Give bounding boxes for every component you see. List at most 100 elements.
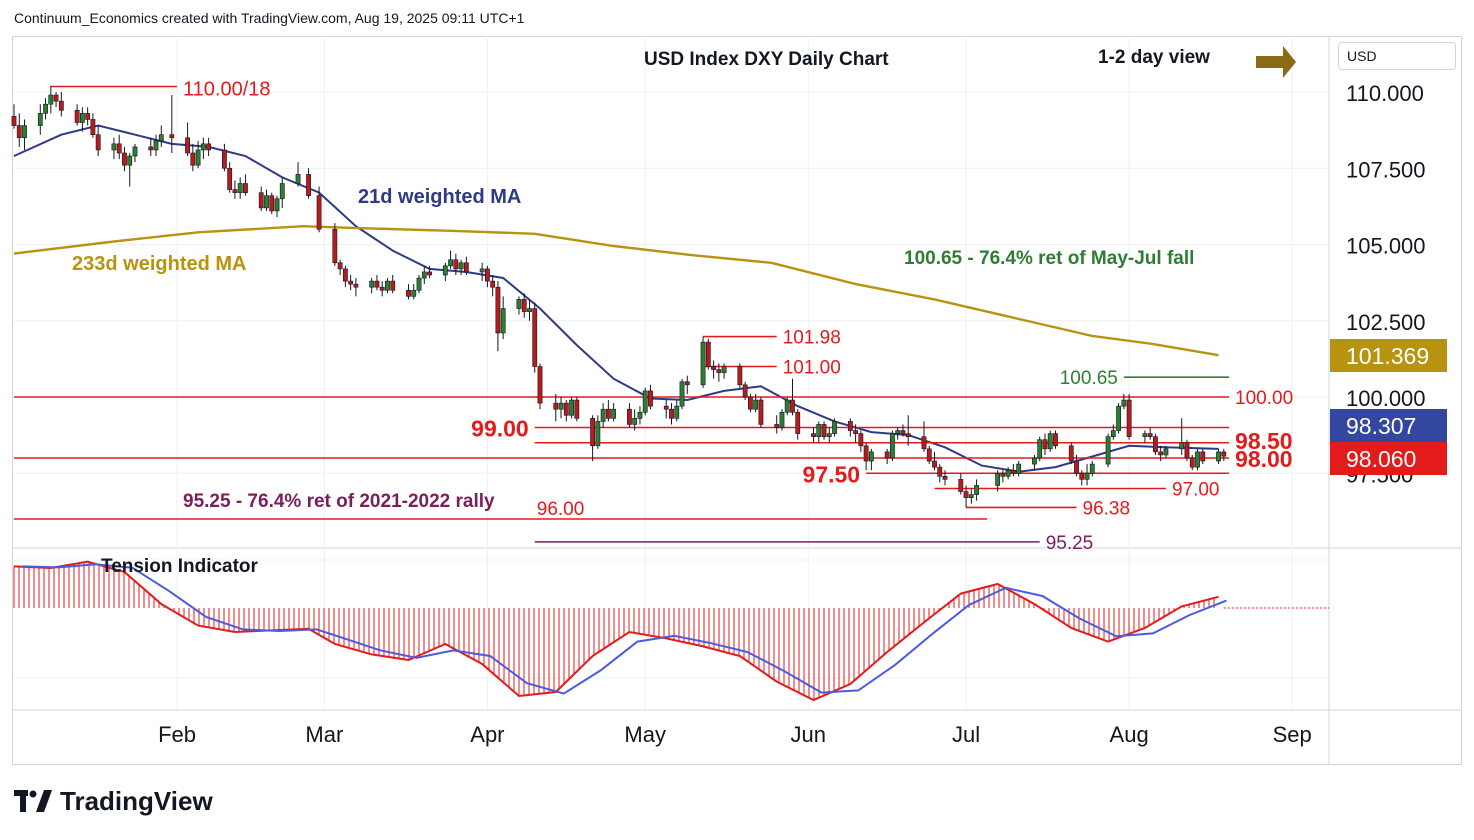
candle-body — [1153, 436, 1158, 453]
candle-body — [1189, 457, 1195, 468]
candle-body — [369, 280, 375, 288]
level-label: 95.25 — [1046, 533, 1094, 554]
candle-body — [411, 289, 417, 297]
candle-body — [43, 103, 48, 114]
candle-body — [490, 280, 496, 288]
currency-selector[interactable]: USD — [1338, 42, 1456, 70]
indicator-signal-line — [21, 563, 1227, 695]
candle-body — [22, 125, 27, 139]
candle-body — [74, 110, 80, 123]
candle-body — [747, 396, 753, 410]
candle-body — [53, 94, 59, 102]
candle-body — [1068, 445, 1074, 462]
candle-body — [674, 405, 680, 419]
candle-body — [1042, 439, 1048, 450]
candle-body — [295, 174, 301, 184]
candle-body — [116, 143, 122, 154]
level-label: 98.00 — [1235, 446, 1293, 472]
level-label: 97.00 — [1172, 480, 1220, 501]
candle-body — [416, 277, 422, 291]
candle-body — [348, 280, 354, 285]
candle-body — [85, 113, 91, 120]
candle-body — [858, 433, 864, 447]
candle-body — [790, 399, 795, 413]
candle-body — [353, 283, 359, 288]
candle-body — [863, 445, 869, 462]
candle-body — [605, 408, 611, 419]
level-label: 100.65 — [1060, 368, 1118, 389]
level-label: 101.00 — [783, 358, 841, 379]
candle-body — [385, 280, 390, 291]
price-badge — [1330, 442, 1447, 475]
price-badge-label: 101.369 — [1346, 343, 1429, 369]
candle-body — [11, 116, 17, 126]
moving-average-line — [13, 224, 1219, 357]
candle-body — [563, 402, 569, 416]
candle-body — [826, 433, 832, 437]
candle-body — [342, 268, 348, 282]
candle-body — [1079, 472, 1085, 480]
candle-body — [1179, 442, 1185, 450]
y-tick-label: 102.500 — [1346, 310, 1426, 335]
candle-body — [968, 494, 974, 498]
candle-body — [1126, 399, 1132, 437]
candle-body — [1158, 451, 1164, 456]
candle-body — [306, 174, 311, 197]
candle-body — [679, 381, 685, 407]
x-tick-label: Sep — [1273, 722, 1312, 747]
candle-body — [995, 472, 1001, 486]
candle-body — [232, 189, 238, 193]
indicator-label: Tension Indicator — [101, 556, 259, 577]
candle-body — [811, 433, 816, 437]
candle-body — [711, 366, 716, 370]
price-badge-label: 98.307 — [1346, 413, 1416, 439]
candle-body — [527, 308, 532, 312]
price-badge-label: 98.060 — [1346, 446, 1416, 472]
tradingview-logo[interactable]: TradingView — [14, 786, 213, 817]
candle-body — [1010, 469, 1016, 474]
candle-body — [921, 436, 927, 450]
candle-body — [484, 268, 490, 282]
annotation-text: 233d weighted MA — [72, 253, 246, 275]
candle-body — [1089, 463, 1095, 474]
level-label: 98.50 — [1235, 428, 1293, 454]
candle-body — [942, 475, 948, 480]
right-arrow-icon — [1256, 46, 1296, 78]
candle-body — [1000, 472, 1006, 477]
candle-body — [1016, 463, 1022, 474]
level-label: 99.00 — [471, 416, 529, 442]
candle-body — [553, 402, 559, 410]
candle-body — [905, 433, 911, 437]
candle-body — [95, 134, 101, 151]
candle-body — [479, 268, 485, 273]
candle-body — [48, 94, 54, 105]
candle-body — [16, 125, 22, 139]
candle-body — [1200, 451, 1206, 462]
candle-body — [821, 424, 827, 437]
moving-average-line — [13, 124, 1219, 473]
candle-body — [406, 289, 411, 297]
candle-body — [79, 113, 85, 123]
candle-body — [705, 341, 711, 367]
candle-body — [58, 100, 64, 111]
candle-body — [1074, 460, 1079, 474]
candle-body — [379, 286, 385, 291]
x-tick-label: Mar — [305, 722, 343, 747]
candle-body — [158, 134, 164, 142]
candle-body — [274, 198, 280, 212]
candle-body — [1184, 442, 1190, 459]
candle-body — [648, 390, 653, 407]
view-label: 1-2 day view — [1098, 47, 1210, 68]
candle-body — [243, 183, 248, 193]
y-tick-label: 107.500 — [1346, 157, 1426, 182]
candle-body — [900, 430, 906, 434]
candle-body — [963, 491, 969, 498]
candle-body — [206, 143, 212, 151]
candle-body — [1216, 451, 1221, 462]
candle-body — [742, 384, 748, 398]
candle-body — [753, 399, 759, 410]
candle-body — [453, 259, 459, 270]
candle-body — [332, 228, 338, 264]
candle-body — [1116, 405, 1121, 431]
